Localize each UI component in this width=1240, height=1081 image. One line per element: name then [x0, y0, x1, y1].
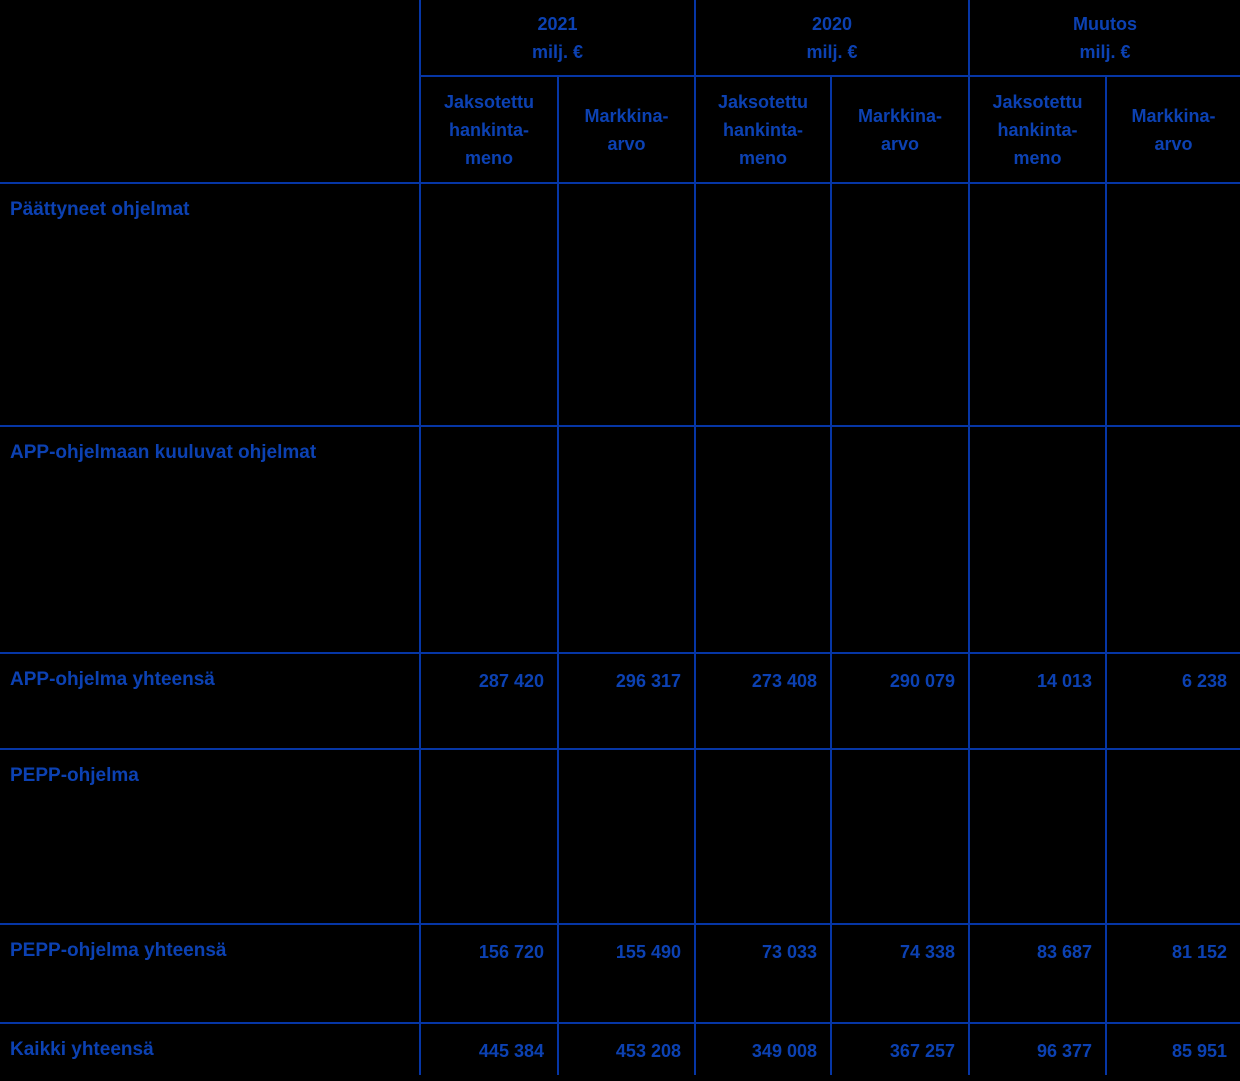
year-group-2021: 2021 milj. € — [419, 0, 694, 77]
value-cell: 74 338 — [830, 925, 968, 1022]
empty-cell — [694, 184, 830, 425]
col-header-markkina-2020: Markkina- arvo — [830, 77, 968, 182]
value-cell: 453 208 — [557, 1024, 694, 1075]
bottom-margin — [0, 1075, 1240, 1081]
col-header-jaksotettu-2020: Jaksotettu hankinta- meno — [694, 77, 830, 182]
header-label-empty — [0, 77, 419, 182]
empty-cell — [968, 184, 1105, 425]
table-row-section-pepp-ohjelma: PEPP-ohjelma — [0, 750, 1240, 925]
col-header-jaksotettu-muutos: Jaksotettu hankinta- meno — [968, 77, 1105, 182]
value-cell: 14 013 — [968, 654, 1105, 748]
table-row-section-app-ohjelmaan-kuuluvat: APP-ohjelmaan kuuluvat ohjelmat — [0, 427, 1240, 654]
empty-cell — [830, 427, 968, 652]
col-header-jaksotettu-2021: Jaksotettu hankinta- meno — [419, 77, 557, 182]
value-cell: 273 408 — [694, 654, 830, 748]
col-header-markkina-muutos: Markkina- arvo — [1105, 77, 1240, 182]
empty-cell — [1105, 750, 1240, 923]
value-cell: 85 951 — [1105, 1024, 1240, 1075]
year-group-muutos: Muutos milj. € — [968, 0, 1240, 77]
table-row-kaikki-yhteensa: Kaikki yhteensä 445 384 453 208 349 008 … — [0, 1024, 1240, 1075]
value-cell: 290 079 — [830, 654, 968, 748]
row-label: Kaikki yhteensä — [10, 1039, 154, 1060]
value-cell: 6 238 — [1105, 654, 1240, 748]
value-cell: 296 317 — [557, 654, 694, 748]
table-row-section-paattyneet-ohjelmat: Päättyneet ohjelmat — [0, 184, 1240, 427]
value-cell: 367 257 — [830, 1024, 968, 1075]
value-cell: 73 033 — [694, 925, 830, 1022]
value-cell: 287 420 — [419, 654, 557, 748]
empty-cell — [694, 427, 830, 652]
row-label: PEPP-ohjelma — [10, 765, 139, 786]
unit-label: milj. € — [806, 41, 858, 62]
empty-cell — [830, 750, 968, 923]
value-cell: 156 720 — [419, 925, 557, 1022]
table-header-subcolumns-row: Jaksotettu hankinta- meno Markkina- arvo… — [0, 77, 1240, 184]
row-label: PEPP-ohjelma yhteensä — [10, 940, 227, 961]
table-row-pepp-ohjelma-yhteensa: PEPP-ohjelma yhteensä 156 720 155 490 73… — [0, 925, 1240, 1024]
header-corner-empty — [0, 0, 419, 77]
value-cell: 83 687 — [968, 925, 1105, 1022]
empty-cell — [968, 427, 1105, 652]
empty-cell — [830, 184, 968, 425]
col-header-markkina-2021: Markkina- arvo — [557, 77, 694, 182]
empty-cell — [694, 750, 830, 923]
empty-cell — [1105, 427, 1240, 652]
empty-cell — [419, 184, 557, 425]
empty-cell — [557, 427, 694, 652]
row-label: Päättyneet ohjelmat — [10, 199, 190, 220]
empty-cell — [557, 750, 694, 923]
row-label: APP-ohjelma yhteensä — [10, 669, 215, 690]
table-header-years-row: 2021 milj. € 2020 milj. € Muutos milj. € — [0, 0, 1240, 77]
empty-cell — [1105, 184, 1240, 425]
value-cell: 349 008 — [694, 1024, 830, 1075]
year-label: Muutos — [1073, 13, 1137, 34]
unit-label: milj. € — [1079, 41, 1131, 62]
value-cell: 445 384 — [419, 1024, 557, 1075]
empty-cell — [419, 427, 557, 652]
empty-cell — [968, 750, 1105, 923]
value-cell: 155 490 — [557, 925, 694, 1022]
value-cell: 81 152 — [1105, 925, 1240, 1022]
value-cell: 96 377 — [968, 1024, 1105, 1075]
row-label: APP-ohjelmaan kuuluvat ohjelmat — [10, 442, 317, 463]
year-label: 2020 — [811, 13, 853, 34]
year-label: 2021 — [537, 13, 578, 34]
year-group-2020: 2020 milj. € — [694, 0, 968, 77]
unit-label: milj. € — [531, 41, 584, 62]
empty-cell — [557, 184, 694, 425]
empty-cell — [419, 750, 557, 923]
table-row-app-ohjelma-yhteensa: APP-ohjelma yhteensä 287 420 296 317 273… — [0, 654, 1240, 750]
